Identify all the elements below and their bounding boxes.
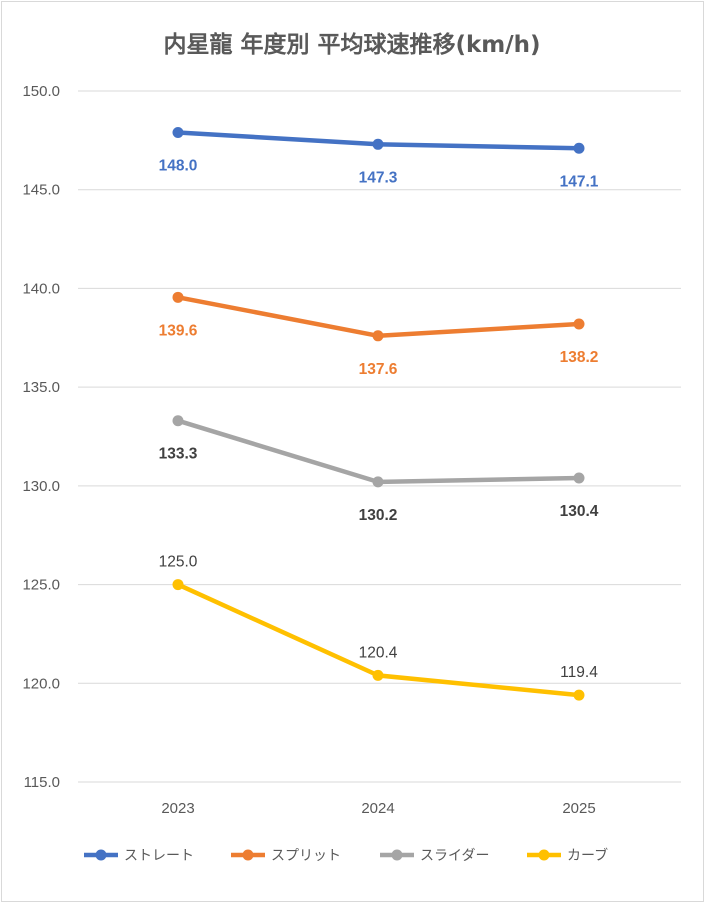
data-point <box>372 330 384 342</box>
y-tick-label: 130.0 <box>22 478 60 495</box>
series-line <box>175 418 582 485</box>
y-tick-label: 150.0 <box>22 83 60 100</box>
x-tick-label: 2025 <box>562 800 595 817</box>
y-tick-label: 115.0 <box>24 774 60 791</box>
data-label: 139.6 <box>159 322 198 339</box>
series-layer <box>172 126 585 701</box>
legend-label: カーブ <box>567 847 608 864</box>
legend: ストレート スプリット スライダー カーブ <box>84 847 608 864</box>
y-tick-label: 120.0 <box>22 675 60 692</box>
data-label: 120.4 <box>359 644 398 661</box>
legend-point-marker <box>95 849 107 861</box>
legend-label: スライダー <box>420 848 489 864</box>
data-label: 147.3 <box>359 169 398 186</box>
legend-point-marker <box>391 849 403 861</box>
y-tick-label: 145.0 <box>22 182 60 199</box>
y-tick-label: 135.0 <box>22 379 60 396</box>
data-point <box>172 415 184 427</box>
data-point <box>573 142 585 154</box>
data-label: 137.6 <box>359 361 398 378</box>
y-tick-label: 125.0 <box>22 577 60 594</box>
data-label: 147.1 <box>560 173 599 190</box>
data-labels: 148.0 147.3 147.1 139.6 137.6 138.2 133.3 130.2… <box>159 157 599 681</box>
data-label: 148.0 <box>159 157 198 174</box>
series-line <box>175 295 582 339</box>
x-tick-label: 2024 <box>361 800 394 817</box>
data-point <box>573 318 585 330</box>
x-tick-label: 2023 <box>161 800 194 817</box>
x-axis-ticks: 2023 2024 2025 <box>161 800 595 817</box>
data-label: 130.4 <box>560 503 599 520</box>
legend-point-marker <box>538 849 550 861</box>
data-point <box>172 126 184 138</box>
legend-point-marker <box>242 849 254 861</box>
data-point <box>172 291 184 303</box>
data-point <box>372 476 384 488</box>
data-label: 125.0 <box>159 554 198 571</box>
data-label: 138.2 <box>560 349 599 366</box>
data-point <box>172 579 184 591</box>
legend-label: ストレート <box>124 848 194 864</box>
data-point <box>372 138 384 150</box>
data-label: 119.4 <box>560 664 598 681</box>
data-label: 133.3 <box>159 446 198 463</box>
y-axis-ticks: 150.0 145.0 140.0 135.0 130.0 125.0 120.0 115.0 <box>22 83 60 791</box>
chart-title: 内星龍 年度別 平均球速推移(km/h) <box>163 31 540 58</box>
data-label: 130.2 <box>359 507 398 524</box>
legend-label: スプリット <box>271 848 341 864</box>
data-point <box>573 689 585 701</box>
data-point <box>573 472 585 484</box>
data-point <box>372 669 384 681</box>
y-tick-label: 140.0 <box>22 280 60 297</box>
